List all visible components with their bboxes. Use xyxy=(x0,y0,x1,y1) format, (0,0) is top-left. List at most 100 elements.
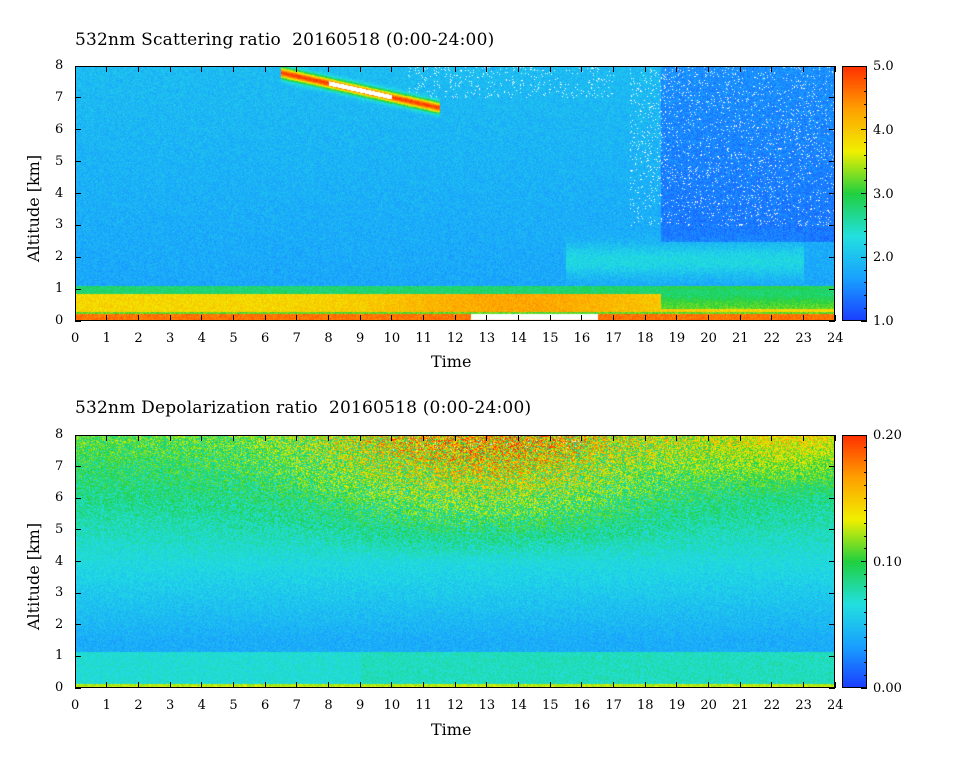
x-tick-top xyxy=(391,435,393,441)
colorbar-minor-tick xyxy=(864,116,867,118)
y-tick-right xyxy=(829,497,835,499)
x-tick xyxy=(454,682,456,688)
x-tick-label: 22 xyxy=(763,331,781,346)
colorbar-minor-tick xyxy=(864,649,867,651)
x-tick-top xyxy=(169,66,171,72)
x-tick xyxy=(771,682,773,688)
y-tick xyxy=(75,434,81,436)
x-tick-top xyxy=(296,435,298,441)
y-tick-label: 2 xyxy=(55,249,64,265)
x-tick xyxy=(106,315,108,321)
x-tick-top xyxy=(454,66,456,72)
x-tick-top xyxy=(581,435,583,441)
x-tick xyxy=(264,315,266,321)
y-tick-label: 7 xyxy=(55,458,64,474)
colorbar-minor-tick xyxy=(864,586,867,588)
x-tick xyxy=(74,315,76,321)
x-tick-top xyxy=(232,435,234,441)
x-tick-top xyxy=(676,66,678,72)
colorbar-minor-tick xyxy=(864,205,867,207)
y-tick xyxy=(75,497,81,499)
x-tick-label: 2 xyxy=(134,331,143,346)
y-tick-label: 1 xyxy=(55,648,64,664)
x-tick xyxy=(327,682,329,688)
colorbar-minor-tick xyxy=(864,548,867,550)
x-tick xyxy=(327,315,329,321)
colorbar-tick-label: 4.0 xyxy=(873,122,894,138)
colorbar-minor-tick xyxy=(864,611,867,613)
colorbar-tick-label: 0.10 xyxy=(873,554,902,570)
colorbar-minor-tick xyxy=(864,78,867,80)
y-tick xyxy=(75,97,81,99)
colorbar-minor-tick xyxy=(864,256,867,258)
x-tick xyxy=(517,315,519,321)
x-tick-label: 18 xyxy=(637,698,654,713)
x-tick-top xyxy=(517,66,519,72)
x-tick xyxy=(644,315,646,321)
x-tick-label: 3 xyxy=(166,331,175,346)
colorbar-minor-tick xyxy=(864,535,867,537)
colorbar-minor-tick xyxy=(864,218,867,220)
x-tick-top xyxy=(327,66,329,72)
y-tick-right xyxy=(829,161,835,163)
y-tick xyxy=(75,624,81,626)
x-tick-label: 15 xyxy=(542,331,559,346)
colorbar-minor-tick xyxy=(864,193,867,194)
x-tick-top xyxy=(201,66,203,72)
x-tick xyxy=(676,682,678,688)
y-tick xyxy=(75,224,81,226)
x-tick-label: 7 xyxy=(292,331,301,346)
x-tick-label: 19 xyxy=(668,698,686,713)
heatmap-plot xyxy=(75,435,835,688)
colorbar-minor-tick xyxy=(864,485,867,487)
colorbar-minor-tick xyxy=(864,91,867,92)
x-tick-label: 7 xyxy=(292,698,301,713)
x-tick-label: 17 xyxy=(605,698,622,713)
colorbar-tick xyxy=(861,65,867,67)
colorbar-minor-tick xyxy=(864,154,867,156)
y-axis-label: Altitude [km] xyxy=(24,154,43,262)
x-tick-top xyxy=(802,66,804,72)
y-tick-label: 0 xyxy=(55,313,64,328)
x-tick-label: 9 xyxy=(356,698,365,713)
y-tick xyxy=(75,687,81,689)
x-tick-top xyxy=(137,66,139,72)
x-tick xyxy=(74,682,76,688)
x-tick xyxy=(581,315,583,321)
x-tick-label: 15 xyxy=(542,698,559,713)
x-tick-label: 12 xyxy=(447,698,464,713)
colorbar-tick xyxy=(861,320,867,322)
x-tick xyxy=(676,315,678,321)
x-tick xyxy=(549,682,551,688)
x-tick xyxy=(802,315,804,321)
x-tick xyxy=(201,315,203,321)
x-tick xyxy=(391,682,393,688)
y-tick xyxy=(75,65,81,67)
x-tick xyxy=(454,315,456,321)
colorbar-minor-tick xyxy=(864,459,867,461)
y-tick-label: 6 xyxy=(55,490,64,506)
y-tick-label: 6 xyxy=(55,121,64,137)
colorbar-minor-tick xyxy=(864,447,867,449)
colorbar-tick xyxy=(861,687,867,689)
x-tick-top xyxy=(201,435,203,441)
chart-title: 532nm Scattering ratio 20160518 (0:00-24… xyxy=(75,30,495,50)
x-tick-label: 24 xyxy=(827,698,844,713)
x-tick-top xyxy=(612,66,614,72)
x-tick-top xyxy=(264,66,266,72)
y-tick-label: 5 xyxy=(55,521,64,537)
x-tick xyxy=(264,682,266,688)
y-tick xyxy=(75,592,81,594)
y-tick-right xyxy=(829,256,835,258)
y-tick xyxy=(75,129,81,131)
x-tick-label: 1 xyxy=(102,331,111,346)
colorbar-minor-tick xyxy=(864,307,867,309)
colorbar-minor-tick xyxy=(864,295,867,296)
y-tick xyxy=(75,561,81,562)
y-tick-label: 0 xyxy=(55,680,64,695)
colorbar-minor-tick xyxy=(864,598,867,600)
x-tick-top xyxy=(359,66,361,72)
x-tick-top xyxy=(549,66,551,72)
y-tick-right xyxy=(829,97,835,99)
